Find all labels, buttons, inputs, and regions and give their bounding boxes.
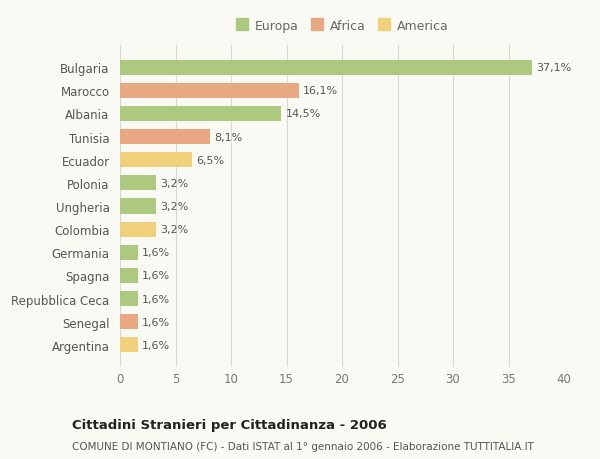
Text: Cittadini Stranieri per Cittadinanza - 2006: Cittadini Stranieri per Cittadinanza - 2… [72,418,387,431]
Text: 1,6%: 1,6% [142,248,170,257]
Bar [120,337,138,353]
Bar [120,291,138,307]
Text: 1,6%: 1,6% [142,294,170,304]
Text: 1,6%: 1,6% [142,271,170,281]
Text: 1,6%: 1,6% [142,317,170,327]
Bar [120,314,138,330]
Bar [120,222,155,237]
Text: 3,2%: 3,2% [160,179,188,189]
Text: 3,2%: 3,2% [160,224,188,235]
Bar [120,199,155,214]
Text: COMUNE DI MONTIANO (FC) - Dati ISTAT al 1° gennaio 2006 - Elaborazione TUTTITALI: COMUNE DI MONTIANO (FC) - Dati ISTAT al … [72,441,534,451]
Text: 3,2%: 3,2% [160,202,188,212]
Bar [120,269,138,283]
Text: 14,5%: 14,5% [286,109,320,119]
Text: 37,1%: 37,1% [536,63,571,73]
Text: 8,1%: 8,1% [214,132,242,142]
Bar [120,245,138,260]
Bar [120,106,281,122]
Bar [120,130,210,145]
Bar [120,84,299,99]
Text: 16,1%: 16,1% [303,86,338,96]
Bar [120,176,155,191]
Bar [120,153,192,168]
Text: 1,6%: 1,6% [142,340,170,350]
Text: 6,5%: 6,5% [197,156,225,165]
Bar [120,61,532,76]
Legend: Europa, Africa, America: Europa, Africa, America [236,20,448,33]
